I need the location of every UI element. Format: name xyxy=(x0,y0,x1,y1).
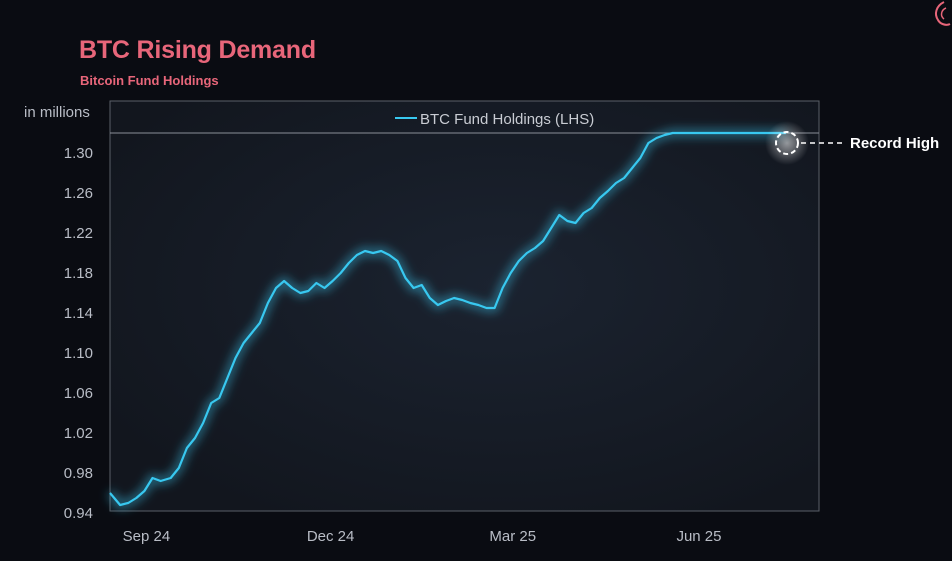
y-tick-label: 0.98 xyxy=(64,465,93,482)
y-tick-label: 1.06 xyxy=(64,385,93,402)
y-tick-label: 1.02 xyxy=(64,425,93,442)
y-tick-label: 0.94 xyxy=(64,505,93,522)
y-tick-label: 1.22 xyxy=(64,225,93,242)
plot-area xyxy=(109,100,820,512)
y-tick-label: 1.18 xyxy=(64,265,93,282)
record-high-halo xyxy=(765,121,809,165)
record-high-marker xyxy=(775,131,799,155)
y-tick-label: 1.10 xyxy=(64,345,93,362)
chart-subtitle: Bitcoin Fund Holdings xyxy=(80,73,219,88)
y-tick-label: 1.26 xyxy=(64,185,93,202)
legend: BTC Fund Holdings (LHS) xyxy=(395,111,594,128)
decorative-ornament-icon xyxy=(935,1,951,26)
y-tick-label: 1.30 xyxy=(64,145,93,162)
x-tick-label: Dec 24 xyxy=(307,528,355,545)
x-tick-label: Jun 25 xyxy=(676,528,721,545)
record-high-label: Record High xyxy=(850,135,939,152)
series-line-btc-fund-holdings xyxy=(109,131,786,507)
chart-title: BTC Rising Demand xyxy=(79,36,316,64)
x-tick-label: Sep 24 xyxy=(123,528,171,545)
y-axis-label: in millions xyxy=(24,104,90,121)
record-high-annotation: Record High xyxy=(765,121,939,165)
y-tick-label: 1.14 xyxy=(64,305,93,322)
x-tick-label: Mar 25 xyxy=(489,528,536,545)
legend-label: BTC Fund Holdings (LHS) xyxy=(420,111,594,128)
